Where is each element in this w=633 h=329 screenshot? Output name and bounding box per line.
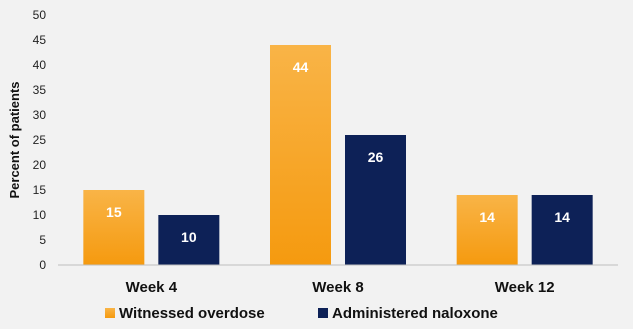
bar-value-label: 10 (181, 229, 197, 245)
legend-swatch (318, 308, 328, 318)
y-tick-label: 25 (33, 133, 47, 147)
y-tick-label: 40 (33, 58, 47, 72)
bar-witnessed-overdose (270, 45, 331, 265)
x-axis: Week 4 Week 8 Week 12 (126, 279, 555, 296)
legend: Witnessed overdose Administered naloxone (105, 305, 498, 322)
y-tick-label: 45 (33, 33, 47, 47)
bar-administered-naloxone (345, 135, 406, 265)
legend-label: Witnessed overdose (119, 305, 265, 322)
bar-witnessed-overdose (456, 195, 518, 265)
x-category-label: Week 4 (126, 279, 178, 296)
legend-swatch (105, 308, 115, 318)
x-category-label: Week 8 (312, 279, 363, 296)
bar-administered-naloxone (158, 215, 220, 265)
y-tick-label: 50 (33, 8, 47, 22)
y-tick-label: 30 (33, 108, 47, 122)
bar-value-label: 26 (368, 149, 384, 165)
y-tick-label: 0 (39, 258, 46, 272)
legend-label: Administered naloxone (332, 305, 498, 322)
x-category-label: Week 12 (495, 279, 555, 296)
y-tick-label: 10 (33, 208, 47, 222)
bars (83, 45, 593, 265)
bar-witnessed-overdose (83, 190, 145, 265)
bar-value-label: 15 (106, 204, 122, 220)
y-axis-label: Percent of patients (7, 81, 22, 198)
y-tick-label: 5 (39, 233, 46, 247)
bar-value-label: 14 (479, 209, 495, 225)
bar-value-label: 14 (554, 209, 570, 225)
y-tick-label: 35 (33, 83, 47, 97)
y-tick-label: 20 (33, 158, 47, 172)
y-axis: 0 5 10 15 20 25 30 35 40 45 50 (33, 8, 47, 272)
data-labels: 15 10 44 26 14 14 (106, 59, 570, 245)
y-tick-label: 15 (33, 183, 47, 197)
bar-administered-naloxone (531, 195, 593, 265)
bar-value-label: 44 (293, 59, 309, 75)
